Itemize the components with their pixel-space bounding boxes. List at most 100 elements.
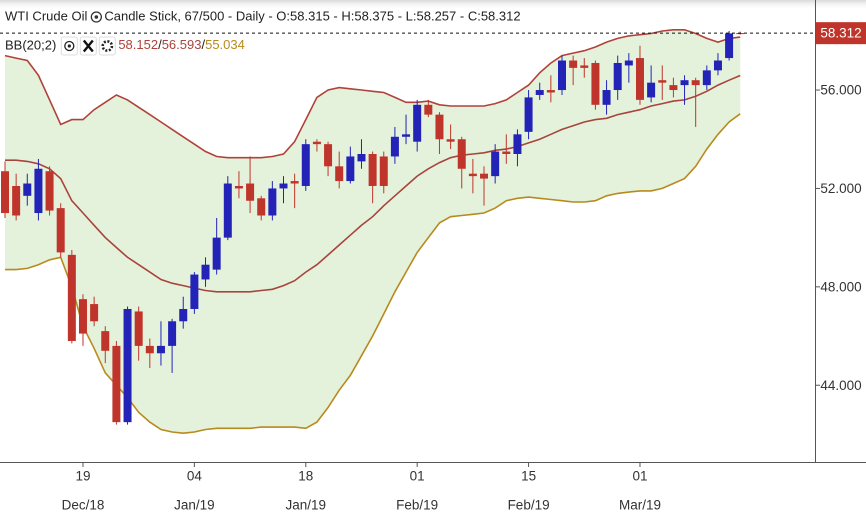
x-tick-month: Feb/19 <box>396 498 438 513</box>
candle-body <box>324 144 333 167</box>
y-tick-label: 44.000 <box>820 378 861 393</box>
candle-body <box>90 304 99 322</box>
visibility-button[interactable] <box>60 36 78 56</box>
instrument-name: WTI Crude Oil <box>5 8 87 23</box>
candle-body <box>212 237 221 270</box>
candle-body <box>268 188 277 216</box>
candle-body <box>234 185 243 189</box>
candle-body <box>112 345 121 423</box>
candle-body <box>513 134 522 154</box>
candle-body <box>368 154 377 186</box>
middle-band-value: 56.593 <box>162 37 202 52</box>
candle-body <box>468 173 477 177</box>
band-fill <box>5 29 741 434</box>
candle-body <box>246 183 255 201</box>
candle-body <box>12 185 21 216</box>
plot-area <box>1 29 745 435</box>
candle-body <box>223 183 232 238</box>
band-line <box>4 29 741 159</box>
candle-body <box>379 156 388 186</box>
candle-body <box>558 60 566 91</box>
y-tick-label: 56.000 <box>820 83 861 98</box>
candle-body <box>257 198 266 216</box>
candle-body <box>312 141 321 145</box>
y-tick-label: 52.000 <box>820 181 861 196</box>
candle-body <box>201 264 210 280</box>
candle-body <box>613 62 622 91</box>
candle-body <box>435 114 444 140</box>
candle-body <box>413 104 422 142</box>
candle-body <box>390 136 399 157</box>
y-tick-label: 48.000 <box>820 279 861 294</box>
candle-body <box>67 254 76 341</box>
candle-body <box>725 33 734 59</box>
candle-body <box>101 331 110 351</box>
candle-body <box>569 60 578 68</box>
candle-body <box>123 308 132 423</box>
candle-body <box>524 97 533 132</box>
candle-body <box>335 166 344 182</box>
candle-body <box>34 168 43 214</box>
band-line <box>5 74 741 293</box>
candle-body <box>713 60 722 71</box>
candle-body <box>23 183 32 196</box>
candle-body <box>591 62 600 105</box>
settings-icon[interactable] <box>90 11 102 23</box>
candle-body <box>301 144 310 186</box>
candle-body <box>535 90 544 95</box>
top-shade <box>0 0 866 10</box>
x-tick-label: 18 <box>298 469 313 484</box>
x-tick-month: Dec/18 <box>62 498 105 513</box>
candle-body <box>658 80 667 83</box>
separator: / <box>201 37 205 52</box>
lower-band-value: 55.034 <box>205 37 245 52</box>
settings-button[interactable] <box>98 36 116 56</box>
candle-body <box>168 321 177 346</box>
candle-body <box>179 308 188 322</box>
candle-body <box>480 173 489 179</box>
candle-body <box>78 299 87 334</box>
candle-body <box>156 345 165 354</box>
x-tick-month: Jan/19 <box>174 498 215 513</box>
candle-body <box>290 181 299 184</box>
separator: / <box>158 37 162 52</box>
candle-body <box>491 151 500 177</box>
remove-button[interactable] <box>79 36 97 56</box>
last-price-box <box>816 22 866 45</box>
candle-body <box>402 134 411 137</box>
indicator-tools <box>60 36 116 56</box>
x-tick-label: 01 <box>632 469 647 484</box>
chart-info: Candle Stick, 67/500 - Daily - O:58.315 … <box>104 8 520 23</box>
upper-band-value: 58.152 <box>118 37 158 52</box>
candle-body <box>424 104 433 115</box>
x-tick-label: 19 <box>75 469 90 484</box>
candle-body <box>357 154 366 162</box>
header: WTI Crude Oil Candle Stick, 67/500 - Dai… <box>5 8 521 56</box>
candle-body <box>624 60 633 66</box>
candle-body <box>669 85 678 91</box>
candle-body <box>457 139 466 169</box>
indicator-name: BB(20;2) <box>5 37 56 52</box>
candle-body <box>602 90 611 105</box>
x-tick-month: Jan/19 <box>286 498 327 513</box>
candle-body <box>446 139 455 142</box>
candle-body <box>502 151 511 154</box>
last-price-label: 58.312 <box>820 26 861 41</box>
indicator-values: 58.152/56.593/55.034 <box>118 37 245 52</box>
candle-body <box>134 311 143 346</box>
x-tick-month: Feb/19 <box>508 498 550 513</box>
candle-body <box>691 80 700 86</box>
candle-body <box>145 345 154 354</box>
candle-body <box>546 90 555 93</box>
candle-body <box>190 274 199 309</box>
x-tick-label: 01 <box>410 469 425 484</box>
x-tick-label: 15 <box>521 469 536 484</box>
x-tick-month: Mar/19 <box>619 498 661 513</box>
candle-body <box>702 70 711 86</box>
candle-body <box>346 156 355 182</box>
candle-body <box>647 82 656 98</box>
candle-body <box>1 171 9 214</box>
candle-body <box>580 65 589 68</box>
